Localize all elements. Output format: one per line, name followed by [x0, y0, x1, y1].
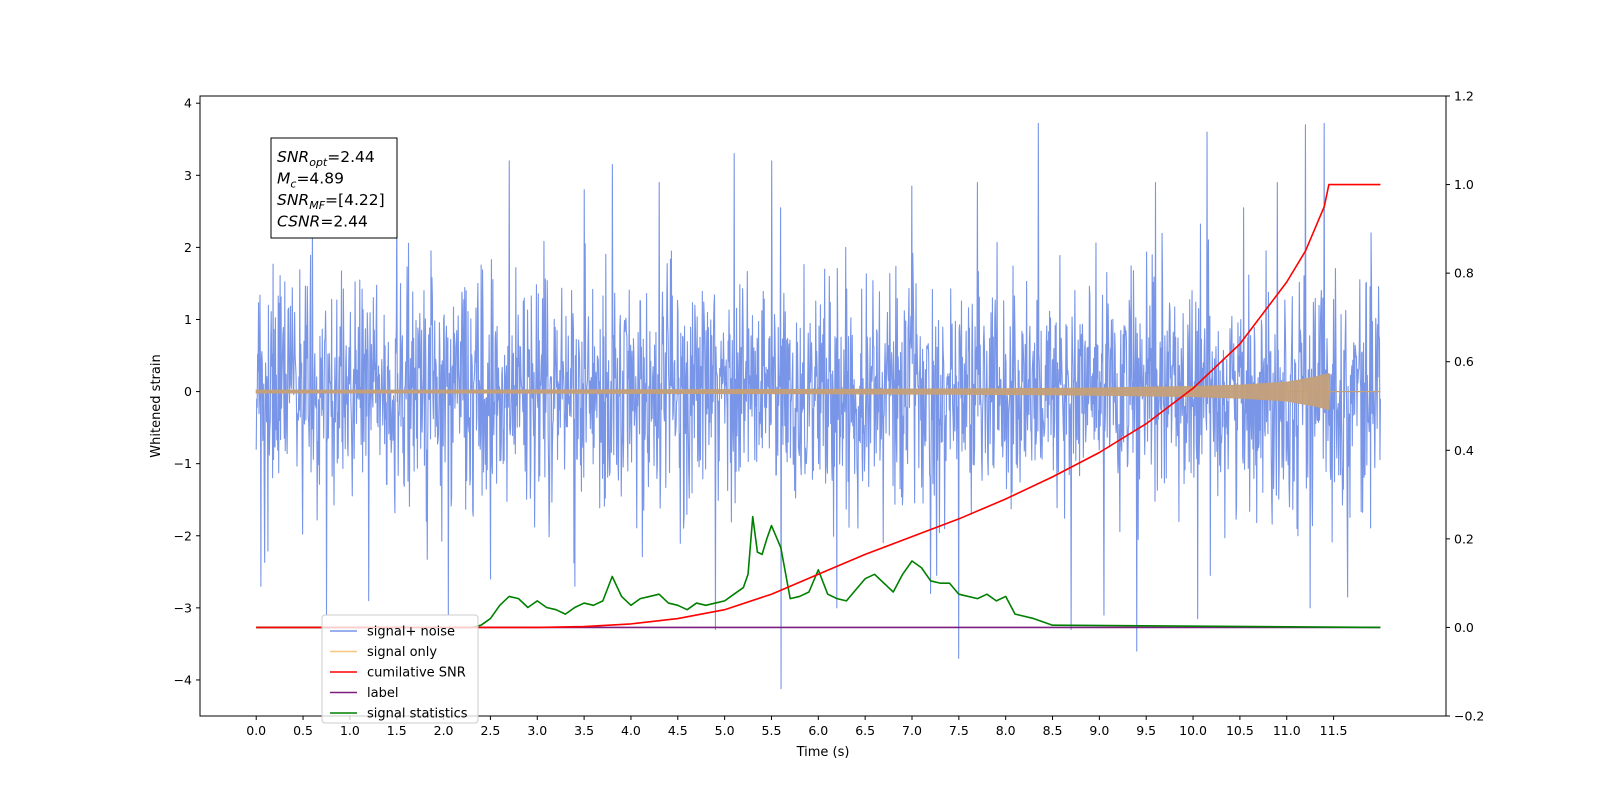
x-tick-label: 9.0	[1089, 723, 1109, 738]
plot-frame	[199, 95, 1447, 717]
y-left-tick-label: −1	[174, 456, 192, 471]
x-tick-label: 10.5	[1226, 723, 1254, 738]
y-right-tick-label: 1.0	[1454, 177, 1474, 192]
annotation-line: CSNR=2.44	[277, 213, 368, 231]
y-right-tick-label: 0.2	[1454, 531, 1474, 546]
x-tick-label: 3.5	[574, 723, 594, 738]
x-tick-label: 5.0	[715, 723, 735, 738]
x-tick-label: 8.0	[996, 723, 1016, 738]
x-tick-label: 11.0	[1273, 723, 1301, 738]
x-tick-label: 1.0	[340, 723, 360, 738]
x-tick-label: 4.5	[668, 723, 688, 738]
noise-trace	[255, 122, 1381, 690]
y-left-tick-label: −2	[174, 528, 192, 543]
y-right-tick-label: 1.2	[1454, 89, 1474, 104]
y-right-tick-label: 0.4	[1454, 443, 1474, 458]
series-signal-noise	[255, 122, 1381, 690]
y-right-tick-label: 0.6	[1454, 354, 1474, 369]
series-cumulative-snr	[256, 183, 1381, 629]
x-tick-label: 7.5	[949, 723, 969, 738]
x-tick-label: 4.0	[621, 723, 641, 738]
axes: 0.0 0.5 1.0 1.5 2.0 2.5 3.0 3.5 4.0 4.5 5.0 5.5 6.0 6…	[174, 89, 1485, 739]
y-left-tick-label: −3	[174, 600, 192, 615]
y-left-tick-label: 1	[184, 312, 192, 327]
x-tick-label: 5.5	[762, 723, 782, 738]
x-tick-label: 3.0	[527, 723, 547, 738]
legend: signal+ noise signal only cumilative SNR la…	[321, 614, 479, 724]
x-tick-label: 2.0	[434, 723, 454, 738]
x-tick-label: 7.0	[902, 723, 922, 738]
y-axis-label: Whitened strain	[149, 354, 164, 457]
legend-label: label	[367, 686, 398, 701]
series-signal-statistics	[256, 515, 1381, 629]
annotation-line: SNRMF=[4.22]	[277, 191, 385, 212]
x-tick-label: 1.5	[387, 723, 407, 738]
y-right-tick-label: 0.8	[1454, 266, 1474, 281]
x-tick-label: 0.5	[293, 723, 313, 738]
legend-label: signal statistics	[367, 707, 468, 722]
annotation-line: SNRopt=2.44	[277, 148, 375, 169]
x-axis-label: Time (s)	[796, 745, 850, 760]
y-left-tick-label: −4	[174, 672, 192, 687]
legend-label: signal only	[367, 645, 437, 660]
annotation-line: Mc=4.89	[277, 170, 344, 191]
x-tick-label: 0.0	[246, 723, 266, 738]
y-right-tick-label: 0.0	[1454, 620, 1474, 635]
y-left-tick-label: 2	[184, 240, 192, 255]
legend-frame	[321, 614, 479, 724]
y-left-tick-label: 3	[184, 168, 192, 183]
annotation-frame	[270, 137, 398, 239]
x-tick-label: 8.5	[1043, 723, 1063, 738]
y-right-tick-label: −0.2	[1454, 709, 1484, 724]
y-left-tick-label: 4	[184, 96, 192, 111]
x-tick-label: 2.5	[480, 723, 500, 738]
y-left-tick-label: 0	[184, 384, 192, 399]
x-tick-label: 6.0	[808, 723, 828, 738]
x-tick-label: 11.5	[1320, 723, 1348, 738]
x-tick-label: 9.5	[1136, 723, 1156, 738]
legend-label: signal+ noise	[367, 625, 455, 640]
x-tick-label: 6.5	[855, 723, 875, 738]
legend-label: cumilative SNR	[367, 666, 466, 681]
series-signal-only	[255, 372, 1381, 411]
x-tick-label: 10.0	[1179, 723, 1207, 738]
